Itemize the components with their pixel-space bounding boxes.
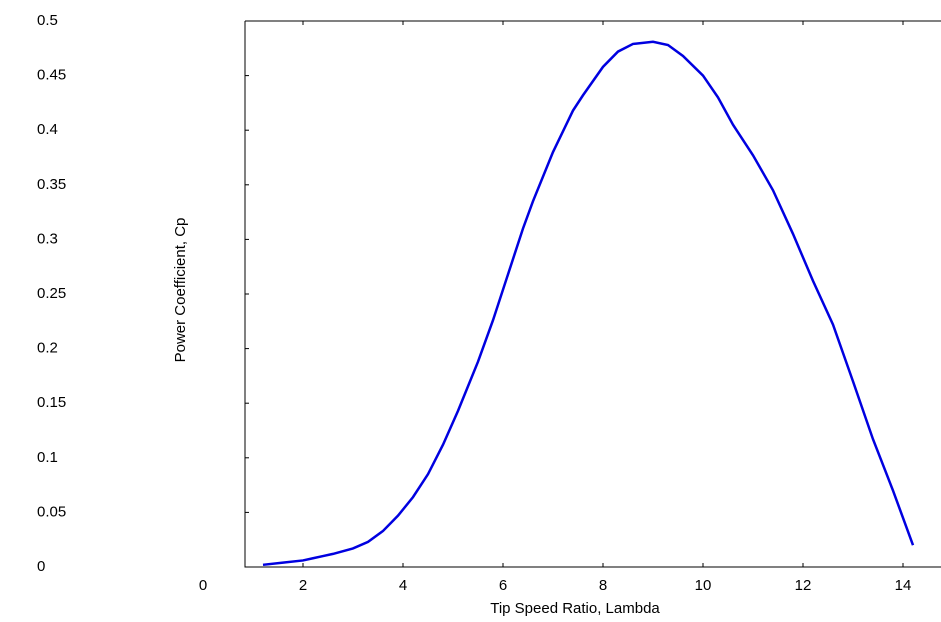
x-tick-label: 2 xyxy=(299,577,307,594)
y-tick-label: 0.5 xyxy=(37,12,58,29)
y-tick-label: 0.2 xyxy=(37,340,58,357)
data-line xyxy=(262,40,915,567)
y-tick-label: 0.15 xyxy=(37,394,66,411)
x-tick-label: 0 xyxy=(199,577,207,594)
y-tick-label: 0.4 xyxy=(37,121,58,138)
y-tick-label: 0.1 xyxy=(37,449,58,466)
x-tick-label: 8 xyxy=(599,577,607,594)
x-tick-label: 4 xyxy=(399,577,407,594)
x-tick-label: 10 xyxy=(695,577,712,594)
y-tick-label: 0.3 xyxy=(37,230,58,247)
y-axis-label: Power Coefficient, Cp xyxy=(172,218,189,363)
y-tick-label: 0 xyxy=(37,558,45,575)
plot-frame xyxy=(244,20,941,568)
y-tick-label: 0.25 xyxy=(37,285,66,302)
y-tick-label: 0.45 xyxy=(37,67,66,84)
x-tick-label: 14 xyxy=(895,577,912,594)
x-axis-label: Tip Speed Ratio, Lambda xyxy=(490,600,660,617)
y-tick-label: 0.35 xyxy=(37,176,66,193)
x-tick-label: 6 xyxy=(499,577,507,594)
x-tick-label: 12 xyxy=(795,577,812,594)
y-tick-label: 0.05 xyxy=(37,503,66,520)
